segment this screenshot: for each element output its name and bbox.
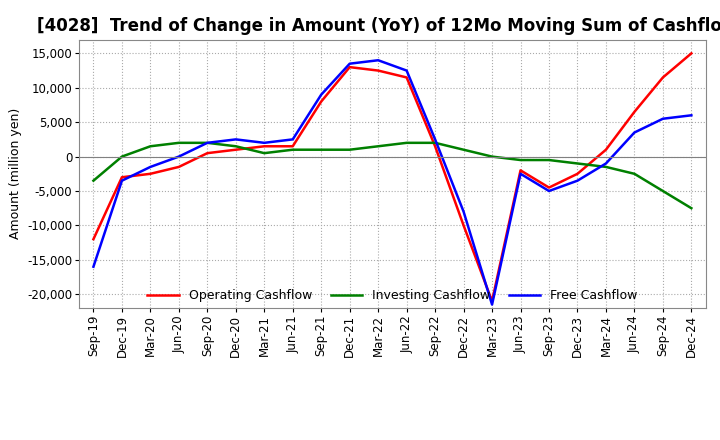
Free Cashflow [232,137,240,142]
Operating Cashflow [117,175,126,180]
Free Cashflow [89,264,98,269]
Operating Cashflow [289,143,297,149]
Investing Cashflow [516,158,525,163]
Operating Cashflow [630,109,639,114]
Operating Cashflow [174,164,183,169]
Operating Cashflow [346,65,354,70]
Operating Cashflow [516,168,525,173]
Operating Cashflow [573,171,582,176]
Investing Cashflow [459,147,468,152]
Free Cashflow [602,161,611,166]
Operating Cashflow [659,75,667,80]
Investing Cashflow [289,147,297,152]
Line: Free Cashflow: Free Cashflow [94,60,691,304]
Free Cashflow [545,188,554,194]
Free Cashflow [117,178,126,183]
Investing Cashflow [431,140,439,146]
Operating Cashflow [687,51,696,56]
Legend: Operating Cashflow, Investing Cashflow, Free Cashflow: Operating Cashflow, Investing Cashflow, … [143,284,642,307]
Free Cashflow [431,137,439,142]
Y-axis label: Amount (million yen): Amount (million yen) [9,108,22,239]
Operating Cashflow [459,223,468,228]
Operating Cashflow [89,237,98,242]
Operating Cashflow [317,99,325,104]
Free Cashflow [402,68,411,73]
Investing Cashflow [487,154,496,159]
Investing Cashflow [659,188,667,194]
Investing Cashflow [545,158,554,163]
Investing Cashflow [346,147,354,152]
Free Cashflow [630,130,639,135]
Free Cashflow [146,164,155,169]
Free Cashflow [516,171,525,176]
Investing Cashflow [602,164,611,169]
Free Cashflow [289,137,297,142]
Operating Cashflow [146,171,155,176]
Free Cashflow [487,302,496,307]
Operating Cashflow [260,143,269,149]
Free Cashflow [174,154,183,159]
Operating Cashflow [431,143,439,149]
Free Cashflow [659,116,667,121]
Investing Cashflow [317,147,325,152]
Free Cashflow [260,140,269,146]
Investing Cashflow [260,150,269,156]
Investing Cashflow [402,140,411,146]
Title: [4028]  Trend of Change in Amount (YoY) of 12Mo Moving Sum of Cashflows: [4028] Trend of Change in Amount (YoY) o… [37,17,720,35]
Investing Cashflow [146,143,155,149]
Free Cashflow [317,92,325,97]
Investing Cashflow [117,154,126,159]
Free Cashflow [374,58,382,63]
Investing Cashflow [203,140,212,146]
Free Cashflow [687,113,696,118]
Investing Cashflow [630,171,639,176]
Investing Cashflow [687,205,696,211]
Line: Investing Cashflow: Investing Cashflow [94,143,691,208]
Investing Cashflow [174,140,183,146]
Free Cashflow [459,209,468,214]
Operating Cashflow [402,75,411,80]
Investing Cashflow [232,143,240,149]
Investing Cashflow [374,143,382,149]
Investing Cashflow [89,178,98,183]
Free Cashflow [203,140,212,146]
Free Cashflow [573,178,582,183]
Line: Operating Cashflow: Operating Cashflow [94,53,691,301]
Investing Cashflow [573,161,582,166]
Operating Cashflow [232,147,240,152]
Operating Cashflow [487,298,496,304]
Operating Cashflow [374,68,382,73]
Operating Cashflow [203,150,212,156]
Operating Cashflow [545,185,554,190]
Operating Cashflow [602,147,611,152]
Free Cashflow [346,61,354,66]
